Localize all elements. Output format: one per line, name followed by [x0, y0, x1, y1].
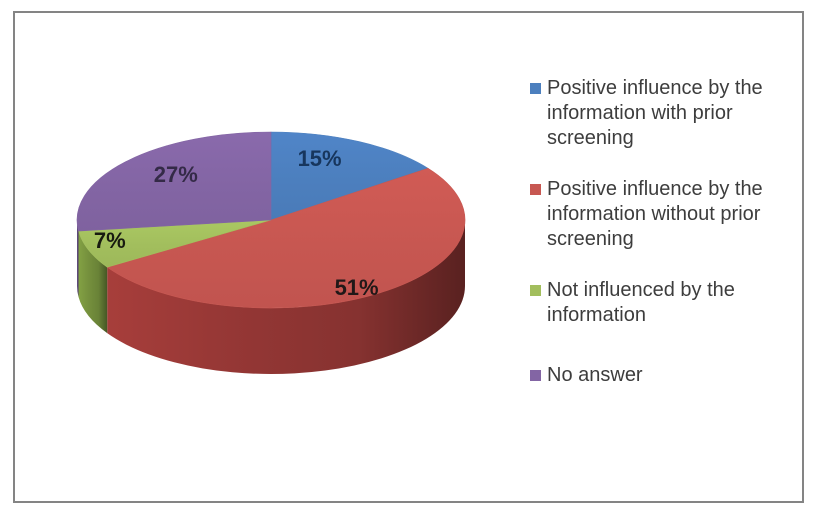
slice-percent-label: 27%: [153, 161, 198, 187]
pie-slice-side: [77, 220, 79, 298]
legend-label: Positive influence by the information wi…: [547, 178, 763, 250]
pie-slice-side: [107, 220, 466, 375]
slice-percent-label: 15%: [297, 146, 342, 172]
legend-swatch: [530, 370, 541, 381]
slice-percent-label: 51%: [334, 275, 379, 301]
pie-slice-top: [106, 167, 466, 309]
legend-item: Positive influence by the information wi…: [530, 177, 792, 252]
legend-swatch: [530, 83, 541, 94]
legend-swatch: [530, 285, 541, 296]
legend-label: No answer: [547, 364, 643, 386]
pie-slice-side: [78, 231, 108, 334]
legend-item: No answer: [530, 363, 792, 388]
legend-swatch: [530, 184, 541, 195]
legend-item: Positive influence by the information wi…: [530, 76, 792, 151]
pie-slice-top: [270, 131, 429, 221]
slice-percent-label: 7%: [93, 228, 126, 254]
legend-label: Not influenced by the information: [547, 279, 735, 326]
legend-label: Positive influence by the information wi…: [547, 77, 763, 149]
chart-legend: Positive influence by the information wi…: [530, 76, 792, 388]
pie-slice-top: [76, 131, 272, 232]
legend-item: Not influenced by the information: [530, 278, 792, 328]
